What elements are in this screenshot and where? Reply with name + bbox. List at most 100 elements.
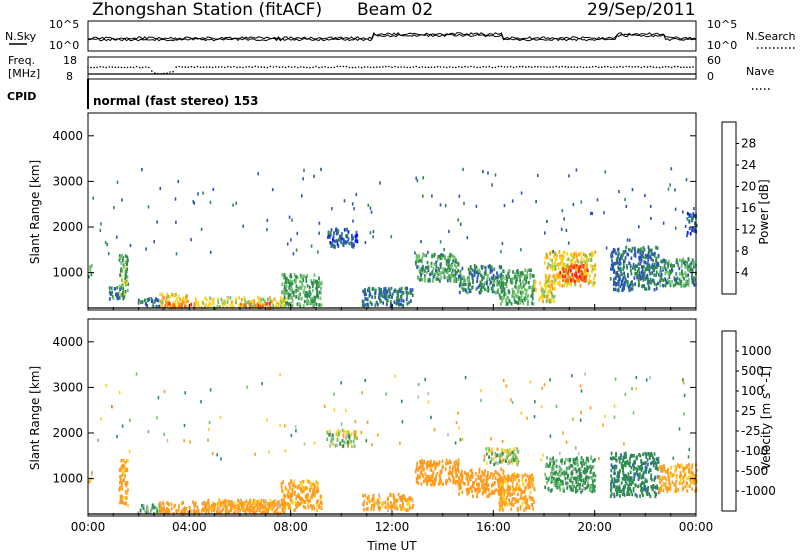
range-gate-cell (667, 187, 670, 191)
range-gate-cell (578, 470, 581, 475)
range-gate-cell (109, 297, 111, 301)
range-gate-cell (433, 428, 436, 432)
nave-point (96, 66, 98, 69)
x-tick-label: 04:00 (172, 520, 207, 534)
range-gate-cell (542, 299, 544, 304)
y-tick-label: 4000 (52, 129, 83, 143)
range-gate-cell (622, 455, 625, 460)
range-gate-cell (285, 277, 288, 281)
range-gate-cell (439, 240, 442, 244)
range-gate-cell (688, 268, 690, 272)
range-gate-cell (455, 270, 458, 275)
range-gate-cell (209, 296, 212, 300)
range-gate-cell (396, 290, 399, 294)
range-gate-cell (217, 511, 220, 515)
range-gate-cell (153, 240, 155, 244)
range-gate-cell (631, 479, 633, 483)
nave-point (667, 66, 670, 68)
range-gate-cell (123, 466, 126, 470)
range-gate-cell (671, 473, 674, 478)
range-gate-cell (549, 257, 552, 262)
range-gate-cell (636, 271, 638, 276)
colorbar-tick-label: 25 (741, 404, 756, 418)
range-gate-cell (361, 502, 364, 506)
range-gate-cell (218, 503, 220, 507)
range-gate-cell (124, 276, 127, 281)
range-gate-cell (297, 504, 299, 508)
range-gate-cell (679, 475, 681, 479)
range-gate-cell (304, 495, 307, 499)
range-gate-cell (514, 475, 517, 479)
range-gate-cell (490, 286, 493, 291)
range-gate-cell (691, 258, 694, 262)
range-gate-cell (692, 474, 695, 479)
range-gate-cell (519, 290, 522, 295)
range-gate-cell (559, 473, 562, 477)
range-gate-cell (207, 508, 210, 513)
range-gate-cell (509, 493, 512, 497)
range-gate-cell (623, 271, 625, 275)
range-gate-cell (564, 266, 567, 270)
range-gate-cell (207, 305, 210, 309)
range-gate-cell (254, 499, 257, 503)
range-gate-cell (594, 458, 596, 462)
range-gate-cell (173, 294, 176, 298)
range-gate-cell (511, 500, 513, 504)
range-gate-cell (208, 420, 211, 425)
range-gate-cell (422, 266, 425, 271)
range-gate-cell (122, 463, 124, 468)
range-gate-cell (454, 470, 457, 475)
range-gate-cell (501, 486, 504, 490)
range-gate-cell (364, 303, 366, 307)
range-gate-cell (88, 275, 90, 279)
range-gate-cell (346, 239, 349, 244)
range-gate-cell (659, 271, 661, 276)
range-gate-cell (153, 505, 156, 510)
range-gate-cell (664, 485, 667, 490)
range-gate-cell (449, 478, 452, 483)
range-gate-cell (279, 296, 282, 300)
range-gate-cell (515, 460, 518, 464)
range-gate-cell (675, 272, 678, 276)
range-gate-cell (631, 246, 634, 251)
range-gate-cell (646, 458, 649, 462)
range-gate-cell (386, 299, 389, 303)
range-gate-cell (646, 267, 649, 271)
range-gate-cell (555, 478, 557, 482)
nsky-panel (87, 20, 697, 52)
range-gate-cell (521, 299, 524, 303)
range-gate-cell (265, 510, 268, 514)
range-gate-cell (498, 483, 500, 487)
range-gate-cell (662, 266, 664, 271)
range-gate-cell (522, 301, 525, 305)
range-gate-cell (246, 507, 249, 512)
range-gate-cell (112, 296, 115, 300)
range-gate-cell (593, 489, 596, 493)
range-gate-cell (347, 431, 350, 435)
range-gate-cell (249, 498, 251, 503)
range-gate-cell (684, 224, 687, 228)
range-gate-cell (507, 491, 510, 495)
range-gate-cell (415, 262, 417, 266)
range-gate-cell (287, 304, 290, 309)
range-gate-cell (242, 224, 244, 228)
range-gate-cell (187, 510, 190, 515)
range-gate-cell (548, 289, 550, 293)
range-gate-cell (579, 384, 582, 388)
range-gate-cell (632, 487, 635, 491)
range-gate-cell (119, 284, 121, 289)
range-gate-cell (589, 280, 592, 284)
range-gate-cell (586, 257, 588, 262)
range-gate-cell (501, 299, 503, 303)
range-gate-cell (680, 264, 683, 268)
range-gate-cell (543, 283, 546, 288)
range-gate-cell (634, 251, 637, 255)
range-gate-cell (378, 507, 381, 512)
range-gate-cell (378, 296, 380, 300)
range-gate-cell (671, 480, 674, 484)
range-gate-cell (461, 266, 464, 271)
range-gate-cell (448, 261, 450, 265)
range-gate-cell (576, 275, 578, 279)
range-gate-cell (641, 480, 644, 485)
range-gate-cell (623, 274, 626, 278)
